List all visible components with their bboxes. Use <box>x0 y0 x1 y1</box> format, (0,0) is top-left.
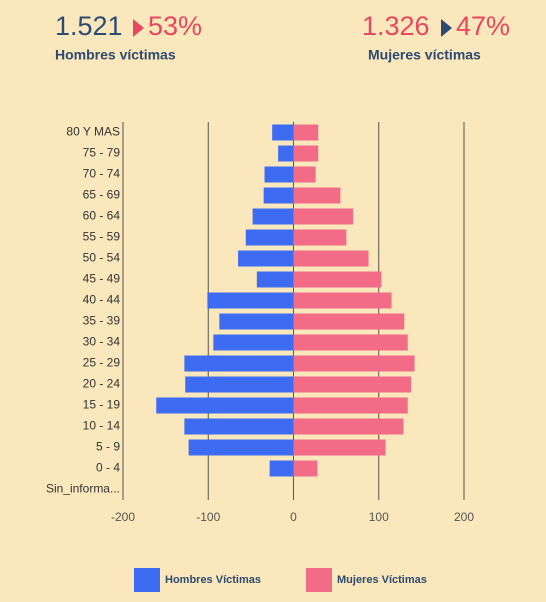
left-percent: 53% <box>148 11 202 41</box>
bar <box>185 376 294 393</box>
x-tick-label: 200 <box>454 510 474 524</box>
y-tick-label: 70 - 74 <box>83 167 121 181</box>
arrow-icon <box>441 19 452 37</box>
legend-swatch <box>134 568 160 592</box>
x-tick-label: -200 <box>111 510 135 524</box>
y-tick-label: 45 - 49 <box>83 272 121 286</box>
y-tick-label: Sin_informa... <box>46 482 120 496</box>
bar <box>293 313 405 330</box>
bar <box>256 271 294 288</box>
bar <box>293 397 408 414</box>
legend-label: Hombres Víctimas <box>165 574 261 586</box>
bar <box>293 124 319 141</box>
left-label: Hombres víctimas <box>55 47 176 63</box>
y-tick-label: 5 - 9 <box>96 440 120 454</box>
bar <box>269 460 294 477</box>
bar <box>278 145 294 162</box>
bar <box>156 397 294 414</box>
bar <box>293 334 408 351</box>
y-tick-label: 40 - 44 <box>83 293 121 307</box>
y-tick-label: 10 - 14 <box>83 419 121 433</box>
bar <box>264 166 294 183</box>
bar <box>293 271 382 288</box>
bar <box>184 355 294 372</box>
y-tick-label: 20 - 24 <box>83 377 121 391</box>
bar <box>213 334 294 351</box>
bar <box>272 124 294 141</box>
bar <box>293 376 412 393</box>
y-tick-label: 75 - 79 <box>83 146 121 160</box>
bar <box>293 229 347 246</box>
left-count: 1.521 <box>55 11 123 41</box>
y-tick-label: 0 - 4 <box>96 461 120 475</box>
bar <box>184 418 294 435</box>
bar <box>207 292 294 309</box>
bar <box>219 313 294 330</box>
x-tick-label: 100 <box>369 510 389 524</box>
bar <box>293 292 392 309</box>
right-percent: 47% <box>456 11 510 41</box>
y-tick-label: 60 - 64 <box>83 209 121 223</box>
x-tick-label: 0 <box>290 510 297 524</box>
y-tick-label: 25 - 29 <box>83 356 121 370</box>
y-tick-label: 35 - 39 <box>83 314 121 328</box>
legend-label: Mujeres Víctimas <box>337 574 427 586</box>
y-tick-label: 30 - 34 <box>83 335 121 349</box>
bar <box>293 187 341 204</box>
bar <box>293 145 319 162</box>
y-tick-label: 15 - 19 <box>83 398 121 412</box>
legend-swatch <box>306 568 332 592</box>
bar <box>293 166 316 183</box>
y-tick-label: 80 Y MAS <box>66 125 120 139</box>
bar <box>293 460 318 477</box>
arrow-icon <box>133 19 144 37</box>
y-tick-label: 55 - 59 <box>83 230 121 244</box>
right-label: Mujeres víctimas <box>368 47 481 63</box>
bar <box>238 250 294 267</box>
y-tick-label: 65 - 69 <box>83 188 121 202</box>
right-count: 1.326 <box>362 11 430 41</box>
bar <box>252 208 294 225</box>
bar <box>293 355 415 372</box>
y-tick-label: 50 - 54 <box>83 251 121 265</box>
x-tick-label: -100 <box>196 510 220 524</box>
bar <box>293 250 369 267</box>
bar <box>293 418 404 435</box>
bar <box>263 187 294 204</box>
bar <box>245 229 294 246</box>
bar <box>293 439 386 456</box>
bar <box>293 208 354 225</box>
bar <box>188 439 294 456</box>
